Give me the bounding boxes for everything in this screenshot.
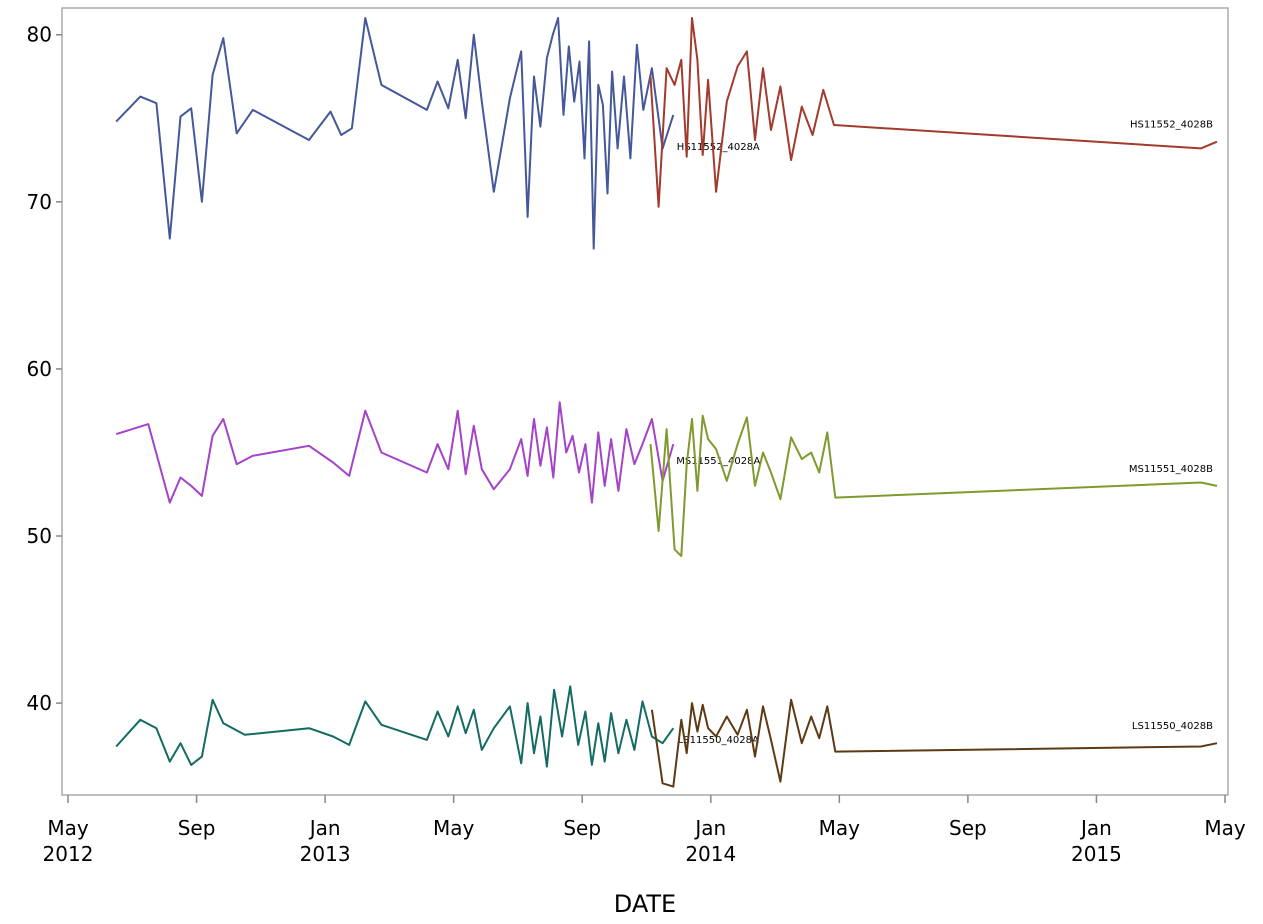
y-tick-label: 70 — [27, 190, 52, 214]
x-tick-label: Sep — [563, 816, 601, 840]
y-tick-label: 80 — [27, 23, 52, 47]
x-tick-label: Jan 2013 — [300, 816, 351, 866]
x-tick-label: Sep — [178, 816, 216, 840]
x-tick-label: May — [433, 816, 475, 840]
x-tick-label: Jan 2015 — [1071, 816, 1122, 866]
x-tick-label: May — [1204, 816, 1246, 840]
series-label: MS11551_4028B — [1129, 464, 1213, 475]
x-tick-label: Jan 2014 — [685, 816, 736, 866]
x-axis-title: DATE — [614, 890, 676, 918]
x-tick-label: May 2012 — [43, 816, 94, 866]
series-line — [115, 401, 675, 504]
series-line — [650, 698, 1218, 788]
x-tick-label: May — [819, 816, 861, 840]
series-label: LS11550_4028B — [1132, 721, 1213, 732]
series-line — [649, 17, 1218, 208]
series-label: HS11552_4028A — [677, 142, 760, 153]
series-line — [115, 17, 675, 250]
series-label: MS11551_4028A — [676, 456, 760, 467]
plot-frame — [61, 7, 1229, 796]
y-tick-label: 50 — [27, 524, 52, 548]
y-tick-label: 60 — [27, 357, 52, 381]
series-line — [649, 414, 1218, 558]
series-label: HS11552_4028B — [1130, 120, 1213, 131]
series-line — [115, 685, 675, 768]
y-tick-label: 40 — [27, 691, 52, 715]
x-tick-label: Sep — [949, 816, 987, 840]
series-label: LS11550_4028A — [678, 735, 759, 746]
